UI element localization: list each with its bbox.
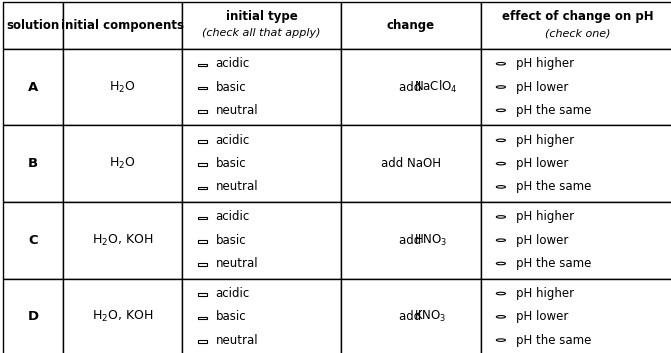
Ellipse shape [497,162,505,165]
Text: (check all that apply): (check all that apply) [203,28,321,38]
Text: $\mathregular{KNO_{3}}$: $\mathregular{KNO_{3}}$ [413,309,446,324]
Ellipse shape [497,339,505,341]
Ellipse shape [497,186,505,188]
Text: $\mathregular{H_2O}$: $\mathregular{H_2O}$ [109,79,136,95]
Ellipse shape [497,292,505,295]
Text: C: C [28,234,38,247]
Bar [480,202,671,279]
Bar [182,49,341,125]
Bar [198,140,207,143]
Bar [480,279,671,353]
Text: neutral: neutral [216,257,258,270]
Bar [198,87,207,89]
Text: solution: solution [7,19,60,32]
Text: pH higher: pH higher [515,57,574,70]
Bar [182,2,341,49]
Text: neutral: neutral [216,334,258,347]
Text: acidic: acidic [216,57,250,70]
Bar [480,49,671,125]
Bar [63,49,182,125]
Bar [198,240,207,243]
Bar [480,2,671,49]
Text: acidic: acidic [216,210,250,223]
Bar [3,202,62,279]
Text: pH the same: pH the same [515,104,591,117]
Text: neutral: neutral [216,180,258,193]
Bar [182,125,341,202]
Ellipse shape [497,316,505,318]
Bar [198,317,207,319]
Text: add: add [399,234,425,247]
Text: pH the same: pH the same [515,334,591,347]
Text: basic: basic [216,310,246,323]
Bar [341,2,480,49]
Text: initial type: initial type [226,10,297,23]
Bar [3,49,62,125]
Bar [198,217,207,219]
Text: add NaOH: add NaOH [381,157,441,170]
Bar [198,163,207,166]
Text: D: D [28,310,39,323]
Bar [341,202,480,279]
Ellipse shape [497,109,505,112]
Text: $\mathregular{NaClO_{4}}$: $\mathregular{NaClO_{4}}$ [413,79,457,95]
Ellipse shape [497,239,505,241]
Text: basic: basic [216,157,246,170]
Text: pH the same: pH the same [515,257,591,270]
Bar [63,125,182,202]
Text: pH lower: pH lower [515,157,568,170]
Text: pH the same: pH the same [515,180,591,193]
Bar [341,49,480,125]
Ellipse shape [497,139,505,142]
Ellipse shape [497,86,505,88]
Text: (check one): (check one) [545,28,611,38]
Bar [198,110,207,113]
Bar [3,125,62,202]
Text: pH higher: pH higher [515,287,574,300]
Text: $\mathregular{HNO_{3}}$: $\mathregular{HNO_{3}}$ [413,233,447,248]
Text: effect of change on pH: effect of change on pH [502,10,654,23]
Text: initial components: initial components [61,19,184,32]
Text: change: change [387,19,435,32]
Bar [3,2,62,49]
Bar [341,125,480,202]
Text: B: B [28,157,38,170]
Text: add: add [399,80,425,94]
Bar [63,202,182,279]
Ellipse shape [497,62,505,65]
Text: $\mathregular{H_2O}$, KOH: $\mathregular{H_2O}$, KOH [92,233,153,248]
Bar [63,2,182,49]
Text: basic: basic [216,234,246,247]
Bar [341,279,480,353]
Text: $\mathregular{H_2O}$: $\mathregular{H_2O}$ [109,156,136,171]
Text: pH lower: pH lower [515,310,568,323]
Bar [182,279,341,353]
Text: pH lower: pH lower [515,80,568,94]
Text: acidic: acidic [216,134,250,147]
Ellipse shape [497,262,505,265]
Bar [198,187,207,189]
Bar [480,125,671,202]
Text: neutral: neutral [216,104,258,117]
Bar [182,202,341,279]
Bar [63,279,182,353]
Text: pH higher: pH higher [515,210,574,223]
Bar [198,263,207,266]
Ellipse shape [497,216,505,218]
Text: pH higher: pH higher [515,134,574,147]
Bar [198,64,207,66]
Bar [3,279,62,353]
Text: acidic: acidic [216,287,250,300]
Text: add: add [399,310,425,323]
Text: basic: basic [216,80,246,94]
Bar [198,293,207,296]
Text: A: A [28,80,38,94]
Text: pH lower: pH lower [515,234,568,247]
Text: $\mathregular{H_2O}$, KOH: $\mathregular{H_2O}$, KOH [92,309,153,324]
Bar [198,340,207,342]
